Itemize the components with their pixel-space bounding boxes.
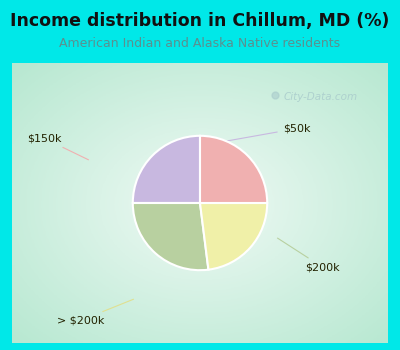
Text: Income distribution in Chillum, MD (%): Income distribution in Chillum, MD (%) <box>10 12 390 30</box>
Text: City-Data.com: City-Data.com <box>283 92 357 102</box>
Wedge shape <box>133 136 200 203</box>
Text: $50k: $50k <box>227 124 310 141</box>
Text: American Indian and Alaska Native residents: American Indian and Alaska Native reside… <box>60 37 340 50</box>
Wedge shape <box>133 203 208 270</box>
Text: > $200k: > $200k <box>57 299 134 326</box>
Text: $150k: $150k <box>27 133 88 160</box>
Text: $200k: $200k <box>278 238 340 272</box>
Wedge shape <box>200 203 267 270</box>
Wedge shape <box>200 136 267 203</box>
